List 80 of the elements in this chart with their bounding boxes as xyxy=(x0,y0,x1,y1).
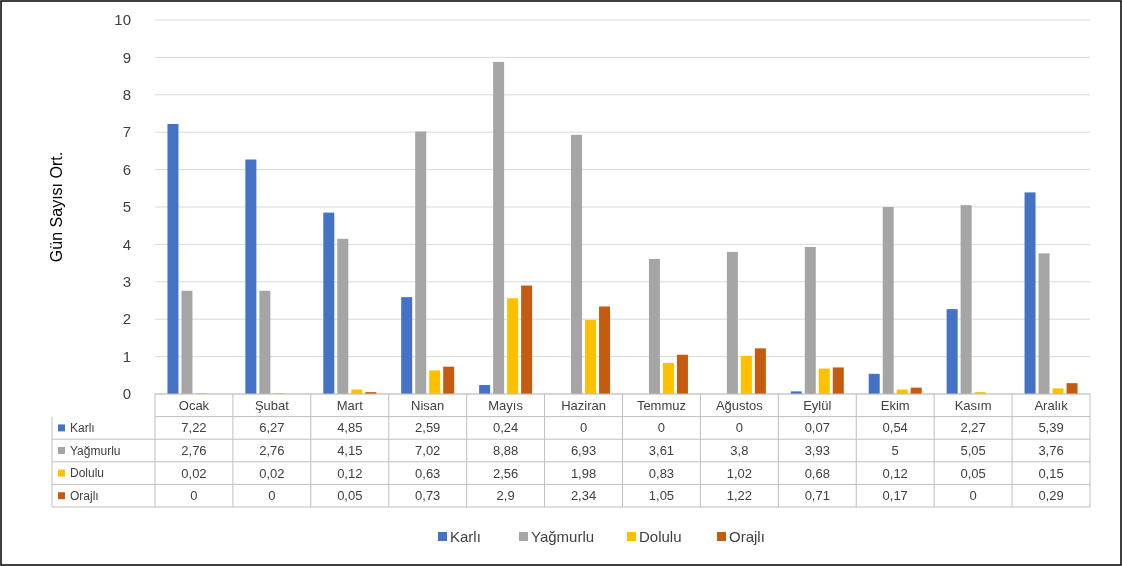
data-label: 0,12 xyxy=(337,465,363,481)
data-label: 1,98 xyxy=(570,465,597,481)
data-label: 0,07 xyxy=(804,420,830,436)
data-label: 6,27 xyxy=(259,420,285,436)
data-label: 8,88 xyxy=(492,443,519,459)
y-tick-label: 10 xyxy=(114,11,131,29)
data-label: 6,93 xyxy=(570,443,597,459)
data-label: 2,9 xyxy=(496,488,515,504)
y-tick-label: 4 xyxy=(122,235,131,253)
y-tick-label: 7 xyxy=(122,123,131,141)
data-label: 0 xyxy=(969,488,977,504)
data-label: 0,02 xyxy=(181,465,207,481)
y-tick-label: 5 xyxy=(122,198,131,216)
data-label: 3,93 xyxy=(804,443,830,459)
x-tick-label: Nisan xyxy=(411,397,445,413)
legend-label: Orajlı xyxy=(729,527,765,545)
y-tick-label: 1 xyxy=(122,347,131,365)
data-label: 2,34 xyxy=(570,488,597,504)
data-label: 2,56 xyxy=(492,465,519,481)
legend-label: Dolulu xyxy=(70,466,105,481)
data-label: 5,39 xyxy=(1038,420,1064,436)
text: Karlı xyxy=(450,527,481,545)
x-tick-label: Eylül xyxy=(803,397,832,413)
text: Orajlı xyxy=(70,488,99,503)
x-tick-label: Şubat xyxy=(254,397,290,413)
x-tick-label: Mart xyxy=(336,397,364,413)
data-label: 0,68 xyxy=(804,465,830,481)
data-label: 0 xyxy=(735,420,743,436)
data-label: 7,22 xyxy=(181,420,207,436)
data-label: 5 xyxy=(891,443,899,459)
data-label: 0,24 xyxy=(492,420,519,436)
data-label: 5,05 xyxy=(960,443,986,459)
data-label: 2,59 xyxy=(415,420,441,436)
data-label: 4,85 xyxy=(337,420,363,436)
x-tick-label: Ekim xyxy=(880,397,910,413)
data-label: 1,05 xyxy=(648,488,675,504)
data-label: 3,61 xyxy=(648,443,675,459)
data-label: 0 xyxy=(579,420,588,436)
y-tick-label: 2 xyxy=(122,310,131,328)
data-label: 0,05 xyxy=(337,488,363,504)
data-label: 0,73 xyxy=(415,488,441,504)
data-label: 0,54 xyxy=(882,420,908,436)
y-tick-label: 9 xyxy=(122,48,131,66)
y-tick-label: 8 xyxy=(122,86,131,104)
x-tick-label: Temmuz xyxy=(636,397,687,413)
data-label: 3,76 xyxy=(1038,443,1064,459)
data-label: 0 xyxy=(657,420,666,436)
y-tick-label: 3 xyxy=(122,273,131,291)
data-label: 4,15 xyxy=(337,443,363,459)
x-tick-label: Ağustos xyxy=(715,397,764,413)
y-axis-title: Gün Sayısı Ort. xyxy=(48,151,65,263)
text: Dolulu xyxy=(639,527,682,545)
data-label: 2,27 xyxy=(960,420,986,436)
data-label: 0,02 xyxy=(259,465,285,481)
x-tick-label: Haziran xyxy=(561,397,606,413)
data-label: 0,05 xyxy=(960,465,986,481)
data-label: 0,83 xyxy=(648,465,675,481)
data-label: 0,63 xyxy=(415,465,441,481)
data-label: 3,8 xyxy=(730,443,749,459)
y-tick-label: 0 xyxy=(122,385,131,403)
data-label: 0,71 xyxy=(804,488,830,504)
data-label: 7,02 xyxy=(415,443,441,459)
data-label: 1,02 xyxy=(726,465,753,481)
data-label: 2,76 xyxy=(259,443,285,459)
text: Yağmurlu xyxy=(531,527,595,545)
legend-label: Karlı xyxy=(70,421,95,436)
data-label: 0,29 xyxy=(1038,488,1064,504)
x-tick-label: Aralık xyxy=(1034,397,1069,413)
legend-label: Yağmurlu xyxy=(70,443,121,458)
data-label: 1,22 xyxy=(726,488,753,504)
data-label: 2,76 xyxy=(181,443,207,459)
x-tick-label: Kasım xyxy=(954,397,992,413)
x-tick-label: Ocak xyxy=(178,397,210,413)
data-label: 0,17 xyxy=(882,488,908,504)
y-tick-label: 6 xyxy=(122,160,131,178)
data-label: 0 xyxy=(190,488,198,504)
data-label: 0,15 xyxy=(1038,465,1064,481)
data-label: 0,12 xyxy=(882,465,908,481)
x-tick-label: Mayıs xyxy=(488,397,524,413)
data-label: 0 xyxy=(268,488,276,504)
